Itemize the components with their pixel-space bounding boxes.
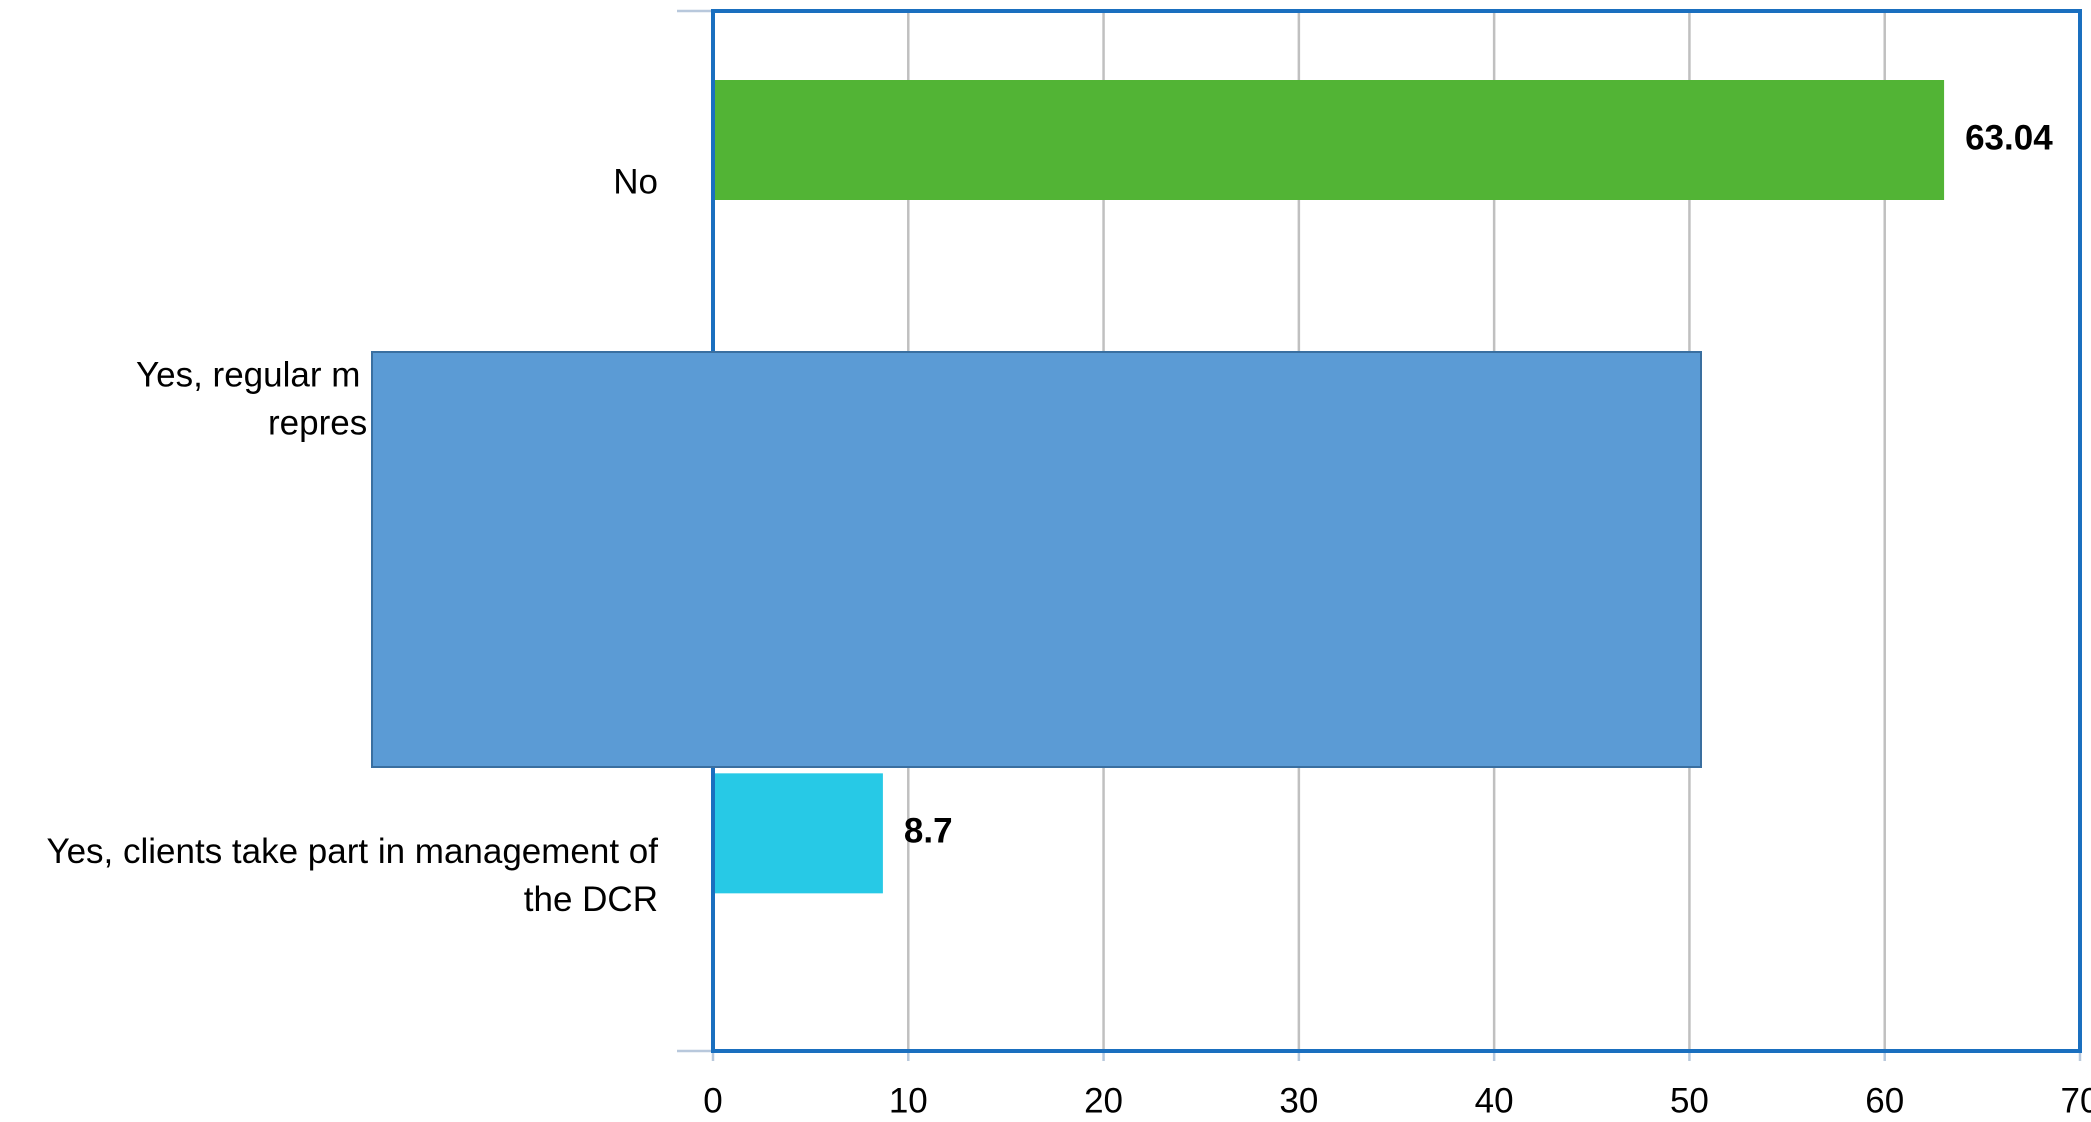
bar	[713, 773, 883, 894]
category-label: No	[613, 163, 658, 202]
x-tick-label: 20	[1084, 1081, 1123, 1120]
category-label: Yes, clients take part in management of	[46, 832, 658, 871]
value-label: 63.04	[1965, 118, 2053, 157]
x-tick-label: 10	[889, 1081, 928, 1120]
x-tick-label: 60	[1865, 1081, 1904, 1120]
x-tick-label: 40	[1475, 1081, 1514, 1120]
category-label: Yes, regular m	[136, 355, 360, 394]
x-tick-label: 50	[1670, 1081, 1709, 1120]
bar	[713, 80, 1945, 200]
overlay-panel	[371, 351, 1702, 768]
value-label: 8.7	[904, 812, 953, 851]
category-label: the DCR	[524, 880, 658, 919]
category-label: repres	[268, 403, 367, 442]
x-tick-label: 70	[2061, 1081, 2091, 1120]
x-tick-label: 30	[1279, 1081, 1318, 1120]
x-tick-label: 0	[703, 1081, 722, 1120]
